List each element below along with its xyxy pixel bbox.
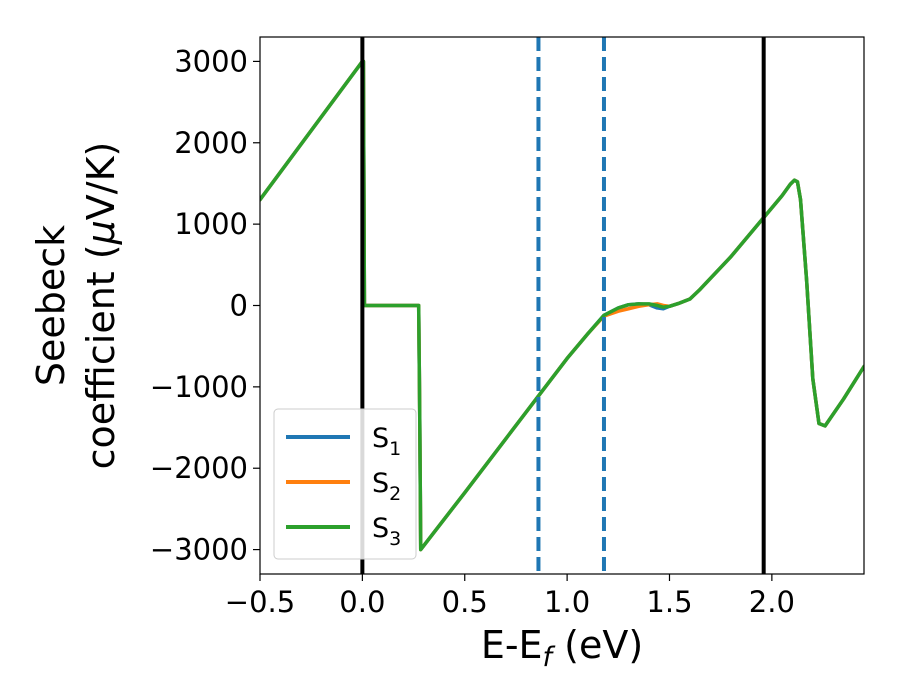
y-axis-label-line2: coefficient (μV/K) [79,142,123,470]
y-axis-label: Seebeck coefficient (μV/K) [29,142,123,470]
y-axis: −3000 −2000 −1000 0 1000 2000 3000 [150,44,260,567]
x-tick-label: 0.5 [442,585,488,619]
y-tick-label: 3000 [174,44,248,78]
y-tick-label: 2000 [174,126,248,160]
series-line-s3 [260,59,864,552]
x-tick-label: 2.0 [749,585,795,619]
y-axis-label-line1: Seebeck [29,225,73,386]
legend-label-s3: S3 [372,513,401,550]
x-tick-label: 0.0 [339,585,385,619]
y-tick-label: −1000 [150,370,248,404]
plot-area [260,37,864,574]
x-axis-label: E-Ef (eV) [481,623,643,673]
x-tick-label: 1.0 [544,585,590,619]
y-tick-label: −3000 [150,533,248,567]
y-tick-label: 1000 [174,207,248,241]
y-tick-label: 0 [230,289,248,323]
y-tick-label: −2000 [150,451,248,485]
legend: S1 S2 S3 [273,408,417,560]
x-axis: −0.5 0.0 0.5 1.0 1.5 2.0 [225,574,795,619]
legend-label-s2: S2 [372,468,401,505]
x-tick-label: 1.5 [646,585,692,619]
x-tick-label: −0.5 [225,585,295,619]
legend-label-s1: S1 [372,423,401,460]
